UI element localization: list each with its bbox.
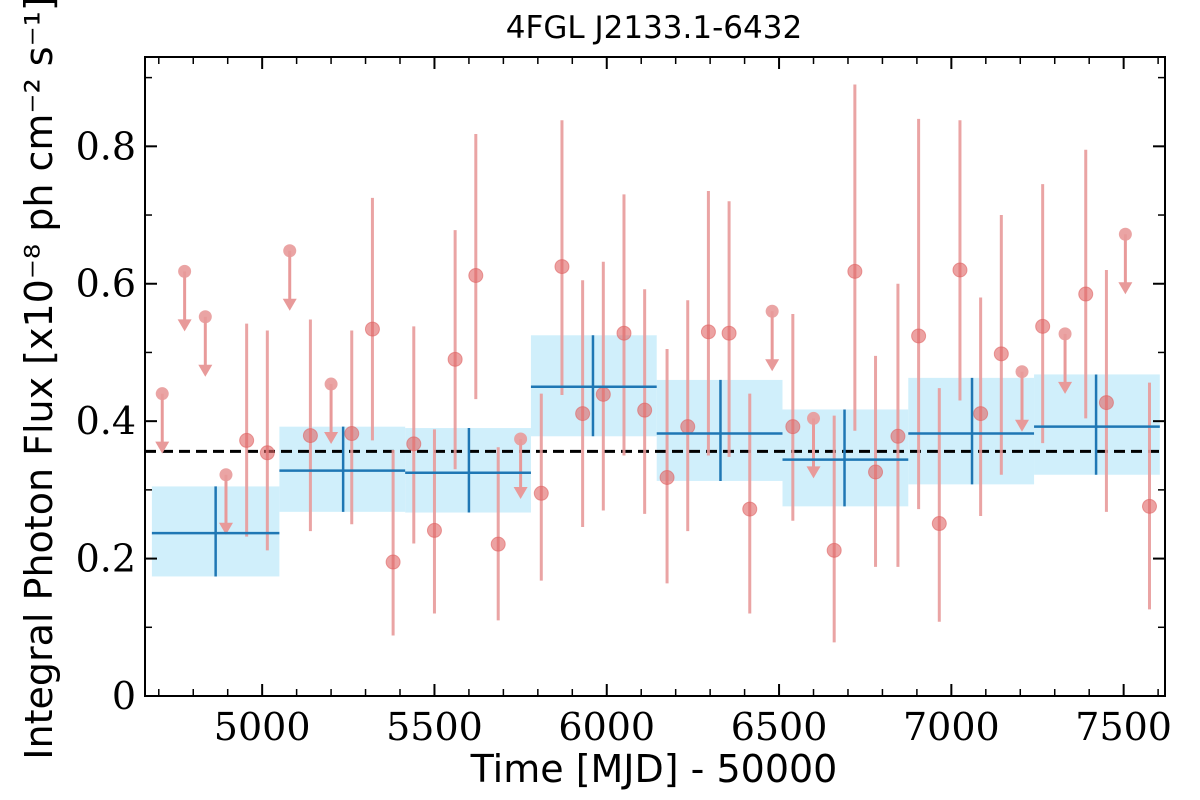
chart-title: 4FGL J2133.1-6432 [506, 10, 802, 46]
upper-limit-point [324, 377, 338, 391]
y-tick-label: 0 [112, 674, 136, 718]
upper-limit-point [198, 310, 212, 324]
y-tick-label: 0.4 [76, 399, 136, 443]
x-axis-label: Time [MJD] - 50000 [470, 747, 838, 791]
upper-limit-point [765, 304, 779, 318]
upper-limit-arrowhead [806, 466, 821, 479]
detection-point [637, 402, 653, 418]
detection-point [259, 445, 275, 461]
upper-limit-point [1118, 227, 1132, 241]
detection-point [554, 259, 570, 275]
detection-point [911, 328, 927, 344]
detection-point [931, 516, 947, 532]
detection-point [868, 464, 884, 480]
detection-point [993, 346, 1009, 362]
detection-point [1078, 286, 1094, 302]
detection-point [468, 267, 484, 283]
upper-limit-points [155, 227, 1133, 535]
detection-point [826, 542, 842, 558]
upper-limit-point [178, 264, 192, 278]
upper-limit-point [514, 432, 528, 446]
detection-point [721, 325, 737, 341]
upper-limit-arrowhead [282, 298, 297, 311]
y-axis-label: Integral Photon Flux [x10⁻⁸ ph cm⁻² s⁻¹] [17, 0, 61, 760]
detection-point [659, 470, 675, 486]
upper-limit-arrowhead [765, 359, 780, 372]
upper-limit-point [1015, 365, 1029, 379]
upper-limit-point [155, 387, 169, 401]
detection-point [680, 419, 696, 435]
binned-flux-bands [151, 335, 1160, 577]
x-tick-label: 5500 [386, 705, 483, 749]
x-tick-label: 7500 [1075, 705, 1172, 749]
upper-limit-arrowhead [177, 319, 192, 332]
detection-points [239, 84, 1157, 643]
y-tick-label: 0.8 [76, 124, 136, 168]
upper-limit-arrowhead [1058, 381, 1073, 394]
detection-point [426, 522, 442, 538]
upper-limit-arrowhead [324, 432, 339, 445]
upper-limit-point [807, 411, 821, 425]
detection-point [890, 428, 906, 444]
upper-limit-point [283, 244, 297, 258]
x-tick-label: 6500 [731, 705, 828, 749]
y-tick-label: 0.2 [76, 537, 136, 581]
upper-limit-arrowhead [513, 487, 528, 500]
detection-point [700, 324, 716, 340]
detection-point [575, 406, 591, 422]
upper-limit-arrowhead [198, 364, 213, 377]
upper-limit-point [1058, 327, 1072, 341]
binned-flux-markers [151, 335, 1160, 577]
detection-point [302, 428, 318, 444]
detection-point [1098, 395, 1114, 411]
upper-limit-arrowhead [1118, 282, 1133, 295]
upper-limit-arrowhead [1014, 419, 1029, 432]
detection-point [239, 432, 255, 448]
detection-point [973, 406, 989, 422]
upper-limit-point [219, 468, 233, 482]
detection-point [1035, 318, 1051, 334]
x-tick-label: 6000 [558, 705, 655, 749]
x-tick-label: 7000 [903, 705, 1000, 749]
detection-point [490, 536, 506, 552]
axis-ticks: 5000 5500 6000 6500 7000 7500 0 0.2 0.4 0.6 0.8 [76, 57, 1172, 749]
upper-limit-arrowhead [155, 441, 170, 454]
plot-frame [144, 56, 1166, 697]
detection-point [447, 351, 463, 367]
detection-point [616, 325, 632, 341]
y-tick-label: 0.6 [76, 262, 136, 306]
detection-point [742, 501, 758, 517]
detection-point [595, 386, 611, 402]
detection-point [1141, 498, 1157, 514]
detection-point [385, 554, 401, 570]
detection-point [533, 485, 549, 501]
detection-point [952, 262, 968, 278]
detection-point [406, 436, 422, 452]
upper-limit-arrowhead [218, 522, 233, 535]
detection-point [364, 321, 380, 337]
detection-point [847, 263, 863, 279]
x-tick-label: 5000 [214, 705, 311, 749]
detection-point [785, 419, 801, 435]
detection-point [344, 426, 360, 442]
